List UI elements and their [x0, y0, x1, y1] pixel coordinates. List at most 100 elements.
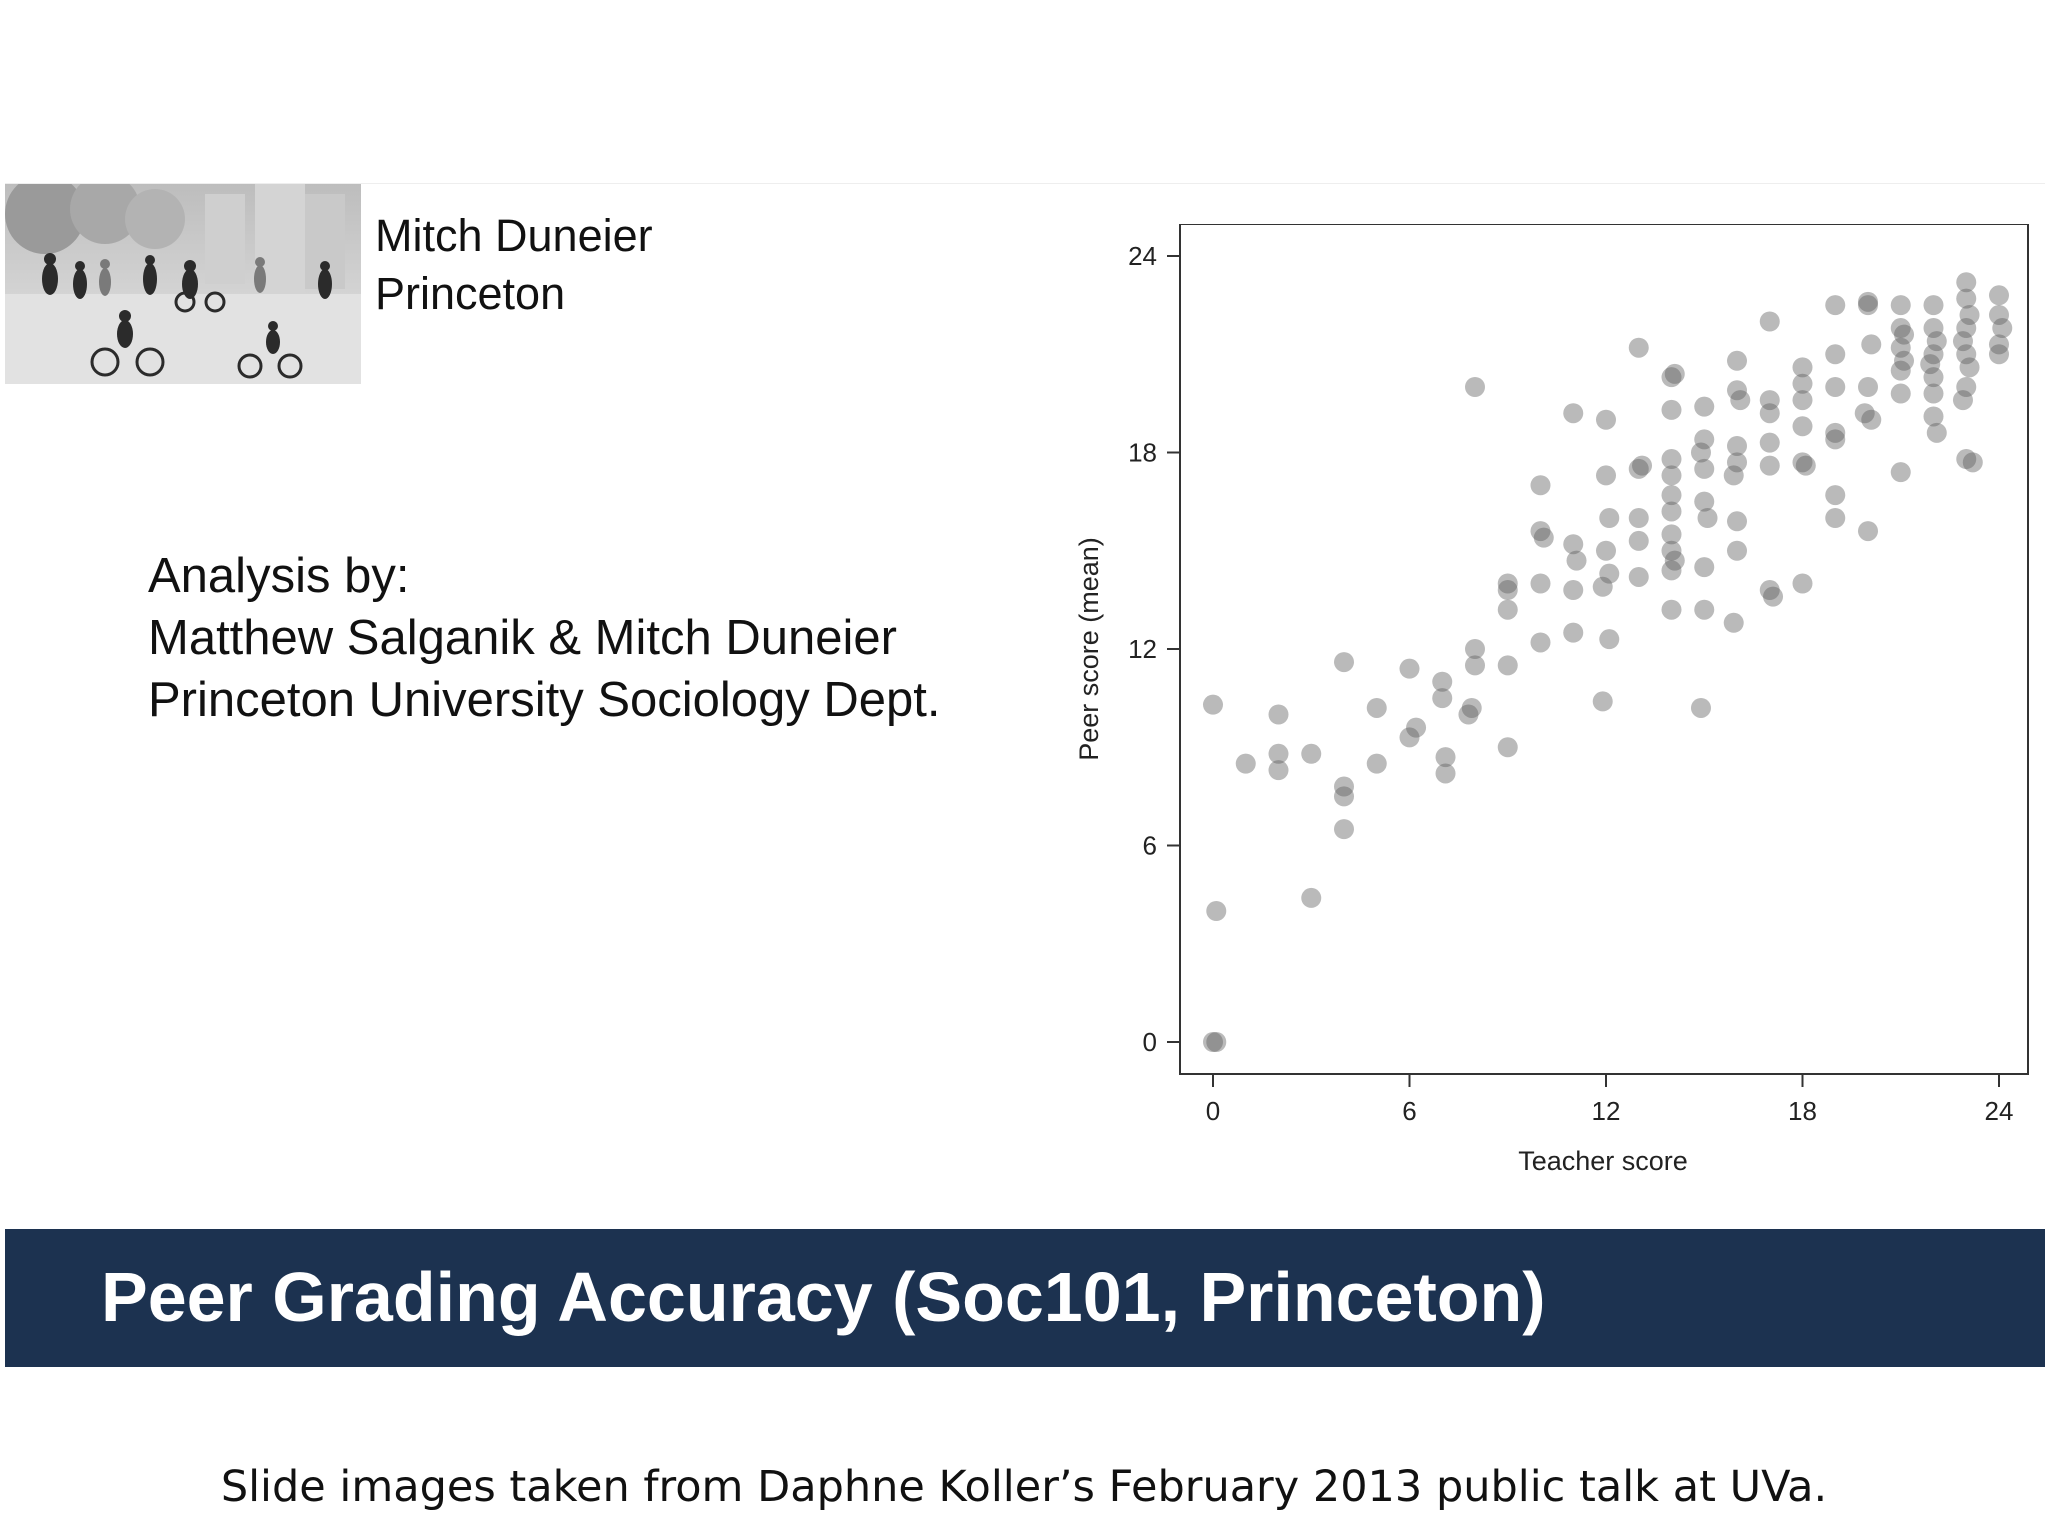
data-point: [1599, 508, 1620, 528]
data-point: [1825, 508, 1846, 528]
data-point: [1890, 295, 1911, 316]
data-point: [1923, 367, 1944, 388]
data-point: [1435, 763, 1456, 784]
data-point: [1399, 658, 1420, 679]
data-point: [1920, 354, 1941, 375]
data-point: [1334, 819, 1354, 840]
data-point: [1825, 485, 1846, 506]
data-point: [1952, 390, 1973, 411]
data-point: [1694, 429, 1715, 450]
speaker-photo: [5, 184, 361, 384]
data-point: [1465, 655, 1485, 676]
data-point: [1203, 694, 1223, 715]
data-point: [1661, 540, 1682, 561]
data-point: [1792, 452, 1813, 473]
y-axis-label: Peer score (mean): [1074, 537, 1104, 761]
data-point: [1268, 704, 1289, 725]
y-tick-label: 12: [1128, 634, 1157, 664]
scatter-chart: 0 6 12 18 24 0 6 12 18 24 Teacher score Peer sco…: [1074, 224, 2029, 1176]
data-point: [1664, 363, 1685, 384]
data-point: [1959, 357, 1980, 378]
data-point: [1890, 383, 1911, 404]
data-point: [1890, 337, 1911, 358]
data-point: [1661, 367, 1682, 388]
data-point: [1825, 344, 1846, 365]
data-point: [1956, 318, 1977, 339]
data-point: [1890, 318, 1911, 339]
data-point: [1661, 485, 1682, 506]
data-point: [1664, 550, 1685, 571]
data-point: [1858, 521, 1878, 542]
data-point: [1596, 540, 1616, 561]
data-point: [1566, 550, 1587, 571]
data-point: [1334, 776, 1354, 797]
data-point: [1661, 501, 1682, 522]
x-tick-label: 18: [1788, 1096, 1817, 1126]
data-point: [1923, 318, 1944, 339]
x-tick-label: 24: [1985, 1096, 2014, 1126]
data-point: [1268, 743, 1289, 764]
data-point: [1435, 747, 1456, 768]
data-point: [1759, 311, 1780, 332]
data-point: [1268, 760, 1289, 781]
data-point: [1458, 704, 1479, 725]
data-point: [1792, 390, 1813, 411]
data-point: [1563, 534, 1584, 555]
data-point: [1406, 717, 1427, 738]
data-point: [1861, 409, 1882, 430]
slide-title: Peer Grading Accuracy (Soc101, Princeton…: [101, 1258, 1546, 1336]
data-point: [1235, 753, 1256, 774]
data-point: [1727, 435, 1747, 456]
data-point: [1956, 344, 1977, 365]
data-point: [1792, 573, 1813, 594]
data-point: [1366, 697, 1387, 718]
data-point: [1923, 406, 1944, 427]
data-point: [1795, 455, 1816, 476]
data-point: [1923, 295, 1944, 316]
data-point: [1497, 655, 1518, 676]
data-point: [1661, 399, 1682, 420]
data-point: [1206, 901, 1227, 921]
data-point: [1858, 291, 1878, 312]
data-point: [1599, 563, 1620, 584]
data-point: [1628, 337, 1649, 358]
data-point: [1465, 639, 1485, 659]
y-tick-label: 6: [1143, 831, 1157, 861]
data-point: [1690, 697, 1711, 718]
data-point: [1854, 403, 1875, 424]
data-point: [1690, 442, 1711, 463]
data-point: [1461, 697, 1482, 718]
data-point: [1628, 566, 1649, 587]
data-point: [1730, 390, 1751, 411]
slide: Mitch Duneier Princeton Analysis by: Mat…: [5, 183, 2045, 1367]
data-point: [1825, 377, 1846, 397]
data-point: [1533, 527, 1554, 548]
data-point: [1858, 295, 1878, 316]
data-point: [1661, 465, 1682, 486]
data-point: [1792, 416, 1813, 437]
data-point: [1894, 350, 1915, 371]
data-point: [1334, 786, 1354, 807]
data-point: [1759, 390, 1780, 411]
data-point: [1661, 524, 1682, 545]
data-point: [1497, 737, 1518, 758]
data-point: [1923, 383, 1944, 404]
data-point: [1592, 691, 1613, 712]
data-point: [1628, 508, 1649, 528]
data-point: [1596, 465, 1616, 486]
y-tick-label: 18: [1128, 438, 1157, 468]
data-point: [1926, 331, 1947, 352]
data-point: [1989, 304, 2009, 325]
data-point: [1723, 465, 1744, 486]
speaker-name: Mitch Duneier: [375, 210, 653, 261]
data-point: [1956, 449, 1977, 470]
data-point: [1530, 521, 1551, 542]
data-point: [1723, 612, 1744, 633]
x-tick-label: 6: [1402, 1096, 1416, 1126]
data-point: [1759, 580, 1780, 601]
x-axis-label: Teacher score: [1518, 1146, 1688, 1176]
data-point: [1694, 396, 1715, 417]
data-point: [1894, 324, 1915, 345]
x-tick-label: 0: [1206, 1096, 1220, 1126]
y-tick-label: 24: [1128, 241, 1157, 271]
